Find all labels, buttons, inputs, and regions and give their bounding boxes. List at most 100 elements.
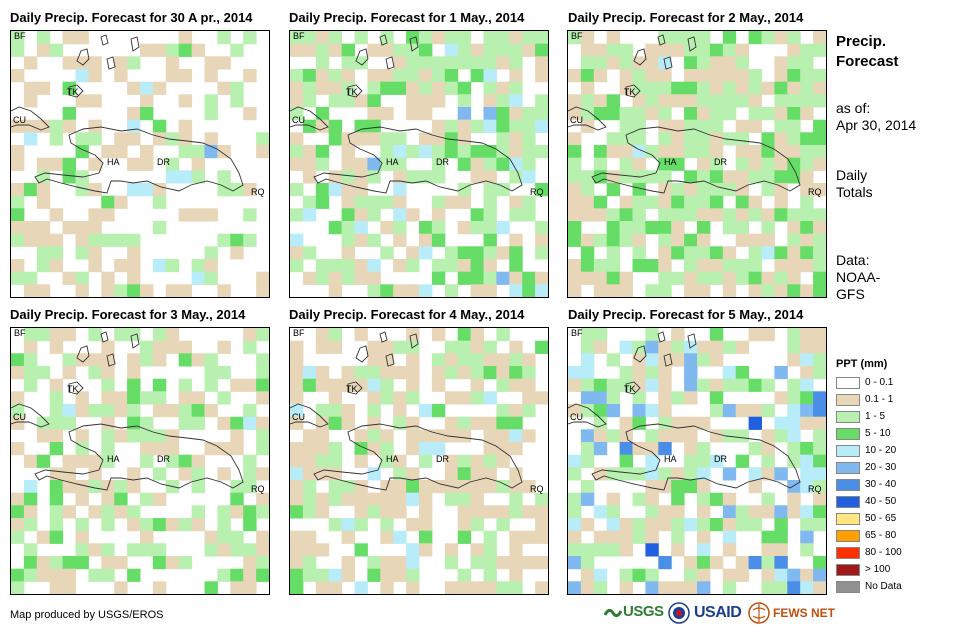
precip-cell	[367, 391, 381, 405]
precip-cell	[709, 132, 724, 146]
precip-cell	[49, 518, 64, 532]
precip-cell	[619, 366, 633, 380]
precip-cell	[593, 530, 608, 544]
usgs-logo-text: USGS	[623, 602, 664, 620]
precip-cell	[684, 467, 698, 481]
legend-label: No Data	[865, 581, 902, 592]
precip-cell	[658, 43, 672, 57]
precip-cell	[457, 31, 472, 45]
precip-cell	[315, 568, 330, 582]
precip-cell	[419, 43, 433, 57]
precip-cell	[619, 543, 633, 557]
precip-cell	[632, 69, 646, 83]
precip-cell	[328, 378, 343, 392]
precip-cell	[49, 442, 64, 456]
precip-cell	[671, 467, 685, 481]
precip-cell	[684, 170, 698, 184]
precip-cell	[75, 530, 89, 544]
precip-cell	[684, 581, 698, 594]
precip-cell	[483, 183, 497, 197]
precip-cell	[354, 454, 368, 468]
precip-cell	[593, 284, 608, 297]
precip-cell	[800, 69, 814, 83]
precip-cell	[444, 340, 459, 354]
precip-cell	[509, 429, 523, 443]
precip-cell	[406, 353, 420, 367]
precip-cell	[522, 284, 536, 297]
precip-cell	[580, 56, 595, 70]
precip-cell	[302, 81, 317, 95]
precip-cell	[380, 518, 394, 532]
precip-cell	[568, 183, 582, 197]
precip-cell	[380, 284, 394, 297]
precip-cell	[671, 581, 685, 594]
precip-cell	[787, 328, 801, 342]
precip-cell	[632, 145, 646, 159]
precip-cell	[354, 543, 368, 557]
coastline	[347, 381, 363, 395]
precip-cell	[709, 81, 724, 95]
precip-cell	[127, 183, 141, 197]
precip-cell	[302, 556, 317, 570]
precip-cell	[178, 454, 193, 468]
precip-cell	[800, 340, 814, 354]
precip-cell	[75, 353, 89, 367]
precip-cell	[671, 183, 685, 197]
precip-cell	[88, 208, 102, 222]
precip-cell	[191, 271, 205, 285]
precip-cell	[671, 340, 685, 354]
precip-cell	[535, 221, 548, 235]
precip-cell	[380, 568, 394, 582]
precip-cell	[419, 69, 433, 83]
precip-cell	[684, 69, 698, 83]
precip-cell	[290, 454, 304, 468]
precip-cell	[406, 518, 420, 532]
precip-cell	[140, 340, 154, 354]
coastline	[633, 345, 647, 363]
precip-cell	[191, 416, 205, 430]
precip-cell	[535, 233, 548, 247]
precip-cell	[290, 81, 304, 95]
precip-cell	[127, 353, 141, 367]
precip-cell	[431, 81, 446, 95]
precip-cell	[341, 56, 355, 70]
precip-cell	[580, 543, 595, 557]
precip-cell	[483, 581, 497, 594]
coastline	[568, 403, 607, 428]
precip-cell	[632, 391, 646, 405]
precip-cell	[88, 221, 102, 235]
precip-cell	[101, 416, 115, 430]
precip-cell	[457, 81, 472, 95]
precip-cell	[290, 233, 304, 247]
precip-cell	[606, 518, 621, 532]
precip-cell	[406, 581, 420, 594]
precip-cell	[697, 568, 711, 582]
precip-cell	[645, 43, 659, 57]
precip-cell	[354, 221, 368, 235]
precip-cell	[23, 366, 38, 380]
precip-cell	[140, 429, 154, 443]
precip-cell	[658, 145, 672, 159]
precip-cell	[256, 568, 269, 582]
precip-cell	[140, 43, 154, 57]
precip-cell	[380, 107, 394, 121]
precip-cell	[632, 119, 646, 133]
precip-cell	[697, 145, 711, 159]
precip-cell	[328, 328, 343, 342]
precip-cell	[88, 480, 102, 494]
precip-cell	[127, 284, 141, 297]
precip-cell	[62, 366, 76, 380]
precip-cell	[36, 568, 51, 582]
precip-cell	[431, 378, 446, 392]
precip-cell	[354, 429, 368, 443]
precip-cell	[658, 284, 672, 297]
precip-cell	[380, 505, 394, 519]
precip-cell	[697, 119, 711, 133]
precip-cell	[658, 259, 672, 273]
precip-cell	[75, 442, 89, 456]
precip-cell	[496, 145, 510, 159]
precip-cell	[101, 271, 115, 285]
precip-cell	[593, 340, 608, 354]
precip-cell	[697, 107, 711, 121]
precip-cell	[62, 328, 76, 342]
